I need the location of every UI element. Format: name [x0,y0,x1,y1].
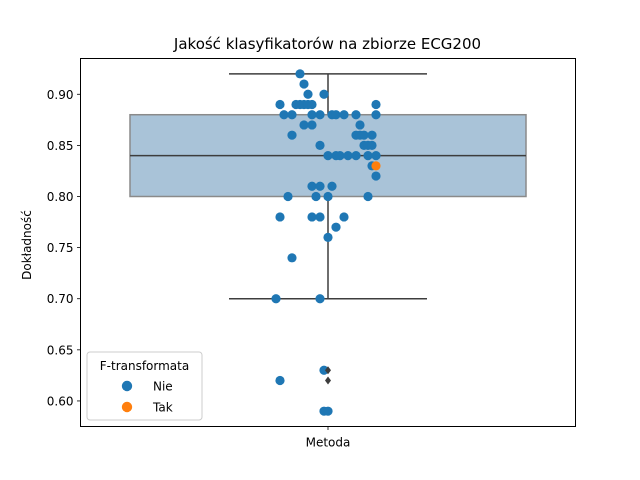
y-tick-label: 0.75 [47,241,74,255]
data-point-nie [307,120,317,130]
legend-label: Tak [152,401,173,415]
y-tick-label: 0.80 [47,190,74,204]
data-point-nie [367,130,377,140]
data-point-nie [319,89,329,99]
data-point-nie [351,110,361,120]
outlier-marker [325,376,331,385]
data-point-nie [327,181,337,191]
data-point-nie [371,110,381,120]
y-tick-label: 0.85 [47,139,74,153]
legend-marker-nie [121,380,133,392]
outliers-layer [325,366,331,385]
data-point-nie [355,120,365,130]
data-point-nie [307,99,317,110]
y-tick-label: 0.65 [47,343,74,357]
legend-label: Nie [153,380,173,394]
data-point-nie [315,294,325,304]
data-point-nie [315,212,325,222]
legend-title: F-transformata [100,359,189,373]
data-point-nie [335,151,345,161]
data-point-nie [371,171,381,181]
data-point-nie [367,140,377,150]
data-point-nie [315,110,325,120]
data-point-nie [363,191,373,202]
data-point-nie [275,99,285,110]
data-point-nie [323,232,333,242]
data-point-nie [339,110,349,120]
outlier-marker [325,366,331,375]
data-point-nie [323,406,333,416]
data-point-nie [275,212,285,222]
data-point-nie [299,79,309,89]
data-point-nie [271,294,281,304]
y-axis: 0.60 0.65 0.70 0.75 0.80 0.85 0.90 [47,88,81,408]
data-point-nie [299,120,309,130]
y-tick-label: 0.90 [47,88,74,102]
data-point-nie [283,191,293,202]
data-point-nie [319,365,329,375]
legend-entries: Nie Tak [121,380,173,415]
y-tick-label: 0.60 [47,394,74,408]
data-point-nie [307,181,317,191]
data-point-nie [287,253,297,263]
data-point-nie [307,212,317,222]
data-point-nie [315,140,325,150]
data-point-nie [279,110,289,120]
legend-marker-tak [121,401,133,413]
data-point-nie [315,181,325,191]
legend-frame [86,351,203,421]
data-point-nie [295,69,305,79]
data-point-nie [343,151,353,161]
chart-title: Jakość klasyfikatorów na zbiorze ECG200 [173,35,481,53]
x-axis: Metoda [306,426,351,450]
data-point-nie [363,151,373,161]
data-point-nie [371,151,381,161]
legend: F-transformata Nie Tak [86,351,203,421]
data-point-nie [303,89,313,99]
x-tick-label: Metoda [306,436,351,450]
y-axis-label: Dokładność [20,210,34,280]
data-point-tak [371,161,381,171]
data-point-nie [331,222,341,232]
data-point-nie [311,191,321,202]
points-layer [271,69,381,416]
data-point-nie [351,151,361,161]
y-tick-label: 0.70 [47,292,74,306]
data-point-nie [339,212,349,222]
data-point-nie [275,375,285,386]
data-point-nie [307,110,317,120]
data-point-nie [323,151,333,161]
data-point-nie [371,99,381,110]
data-point-nie [359,130,369,140]
data-point-nie [287,130,297,140]
data-point-nie [323,191,333,202]
data-point-nie [287,110,297,120]
data-point-nie [331,110,341,120]
